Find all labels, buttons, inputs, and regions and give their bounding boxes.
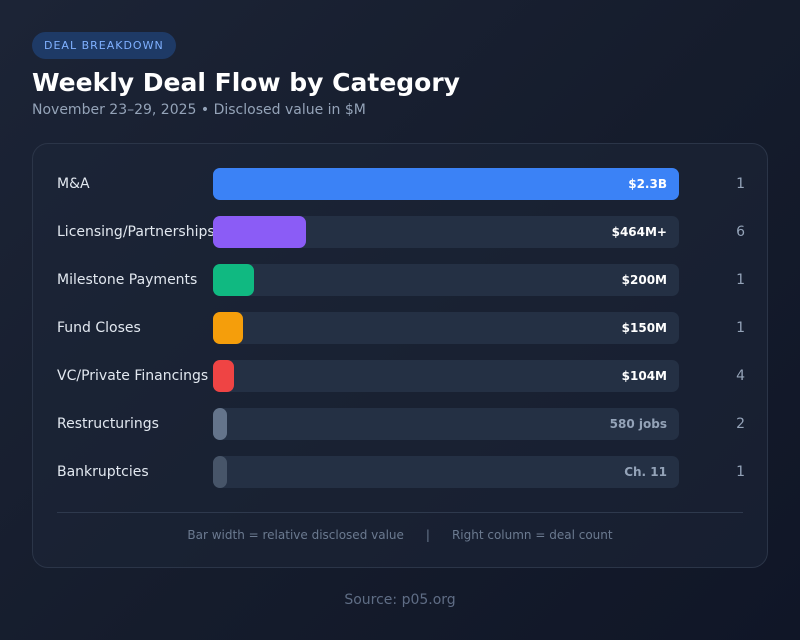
- deal-count: 1: [736, 464, 745, 480]
- deal-count: 2: [736, 416, 745, 432]
- bar: [213, 408, 227, 440]
- bar-row: VC/Private Financings $104M 4: [57, 360, 745, 392]
- section-badge: DEAL BREAKDOWN: [32, 32, 176, 59]
- footer-divider: [57, 512, 743, 513]
- bar-row: Licensing/Partnerships $464M+ 6: [57, 216, 745, 248]
- footnote-deal-count: Right column = deal count: [451, 528, 613, 542]
- category-label: Bankruptcies: [57, 464, 149, 480]
- bar: [213, 360, 234, 392]
- category-label: Fund Closes: [57, 320, 141, 336]
- bar-row: Bankruptcies Ch. 11 1: [57, 456, 745, 488]
- bar-track: $464M+: [213, 216, 679, 248]
- bar: [213, 456, 227, 488]
- bar-row: Fund Closes $150M 1: [57, 312, 745, 344]
- bar: [213, 168, 679, 200]
- bar: [213, 312, 243, 344]
- bar-track: $2.3B: [213, 168, 679, 200]
- value-label: $464M+: [611, 225, 667, 239]
- bar-row: Restructurings 580 jobs 2: [57, 408, 745, 440]
- bar: [213, 216, 306, 248]
- chart-title: Weekly Deal Flow by Category: [32, 68, 460, 97]
- bar-track: $200M: [213, 264, 679, 296]
- bar-track: Ch. 11: [213, 456, 679, 488]
- deal-count: 1: [736, 320, 745, 336]
- category-label: Restructurings: [57, 416, 159, 432]
- value-label: $2.3B: [628, 177, 667, 191]
- deal-count: 1: [736, 272, 745, 288]
- bar-track: 580 jobs: [213, 408, 679, 440]
- chart-card: M&A $2.3B 1 Licensing/Partnerships $464M+ 6 Mi…: [32, 143, 768, 568]
- deal-count: 4: [736, 368, 745, 384]
- category-label: Licensing/Partnerships: [57, 224, 215, 240]
- category-label: M&A: [57, 176, 90, 192]
- category-label: VC/Private Financings: [57, 368, 209, 384]
- bar-row: M&A $2.3B 1: [57, 168, 745, 200]
- chart-footnote: Bar width = relative disclosed value | Rig…: [33, 528, 767, 542]
- deal-count: 1: [736, 176, 745, 192]
- category-label: Milestone Payments: [57, 272, 198, 288]
- bar-row: Milestone Payments $200M 1: [57, 264, 745, 296]
- bar-track: $104M: [213, 360, 679, 392]
- bar-track: $150M: [213, 312, 679, 344]
- value-label: $104M: [621, 369, 667, 383]
- value-label: 580 jobs: [609, 417, 667, 431]
- value-label: $200M: [621, 273, 667, 287]
- footnote-bar-width: Bar width = relative disclosed value: [187, 528, 404, 542]
- value-label: $150M: [621, 321, 667, 335]
- chart-subtitle: November 23–29, 2025 • Disclosed value i…: [32, 102, 366, 118]
- bar: [213, 264, 254, 296]
- source-credit: Source: p05.org: [344, 592, 456, 608]
- value-label: Ch. 11: [624, 465, 667, 479]
- footnote-separator: |: [425, 528, 430, 542]
- deal-count: 6: [736, 224, 745, 240]
